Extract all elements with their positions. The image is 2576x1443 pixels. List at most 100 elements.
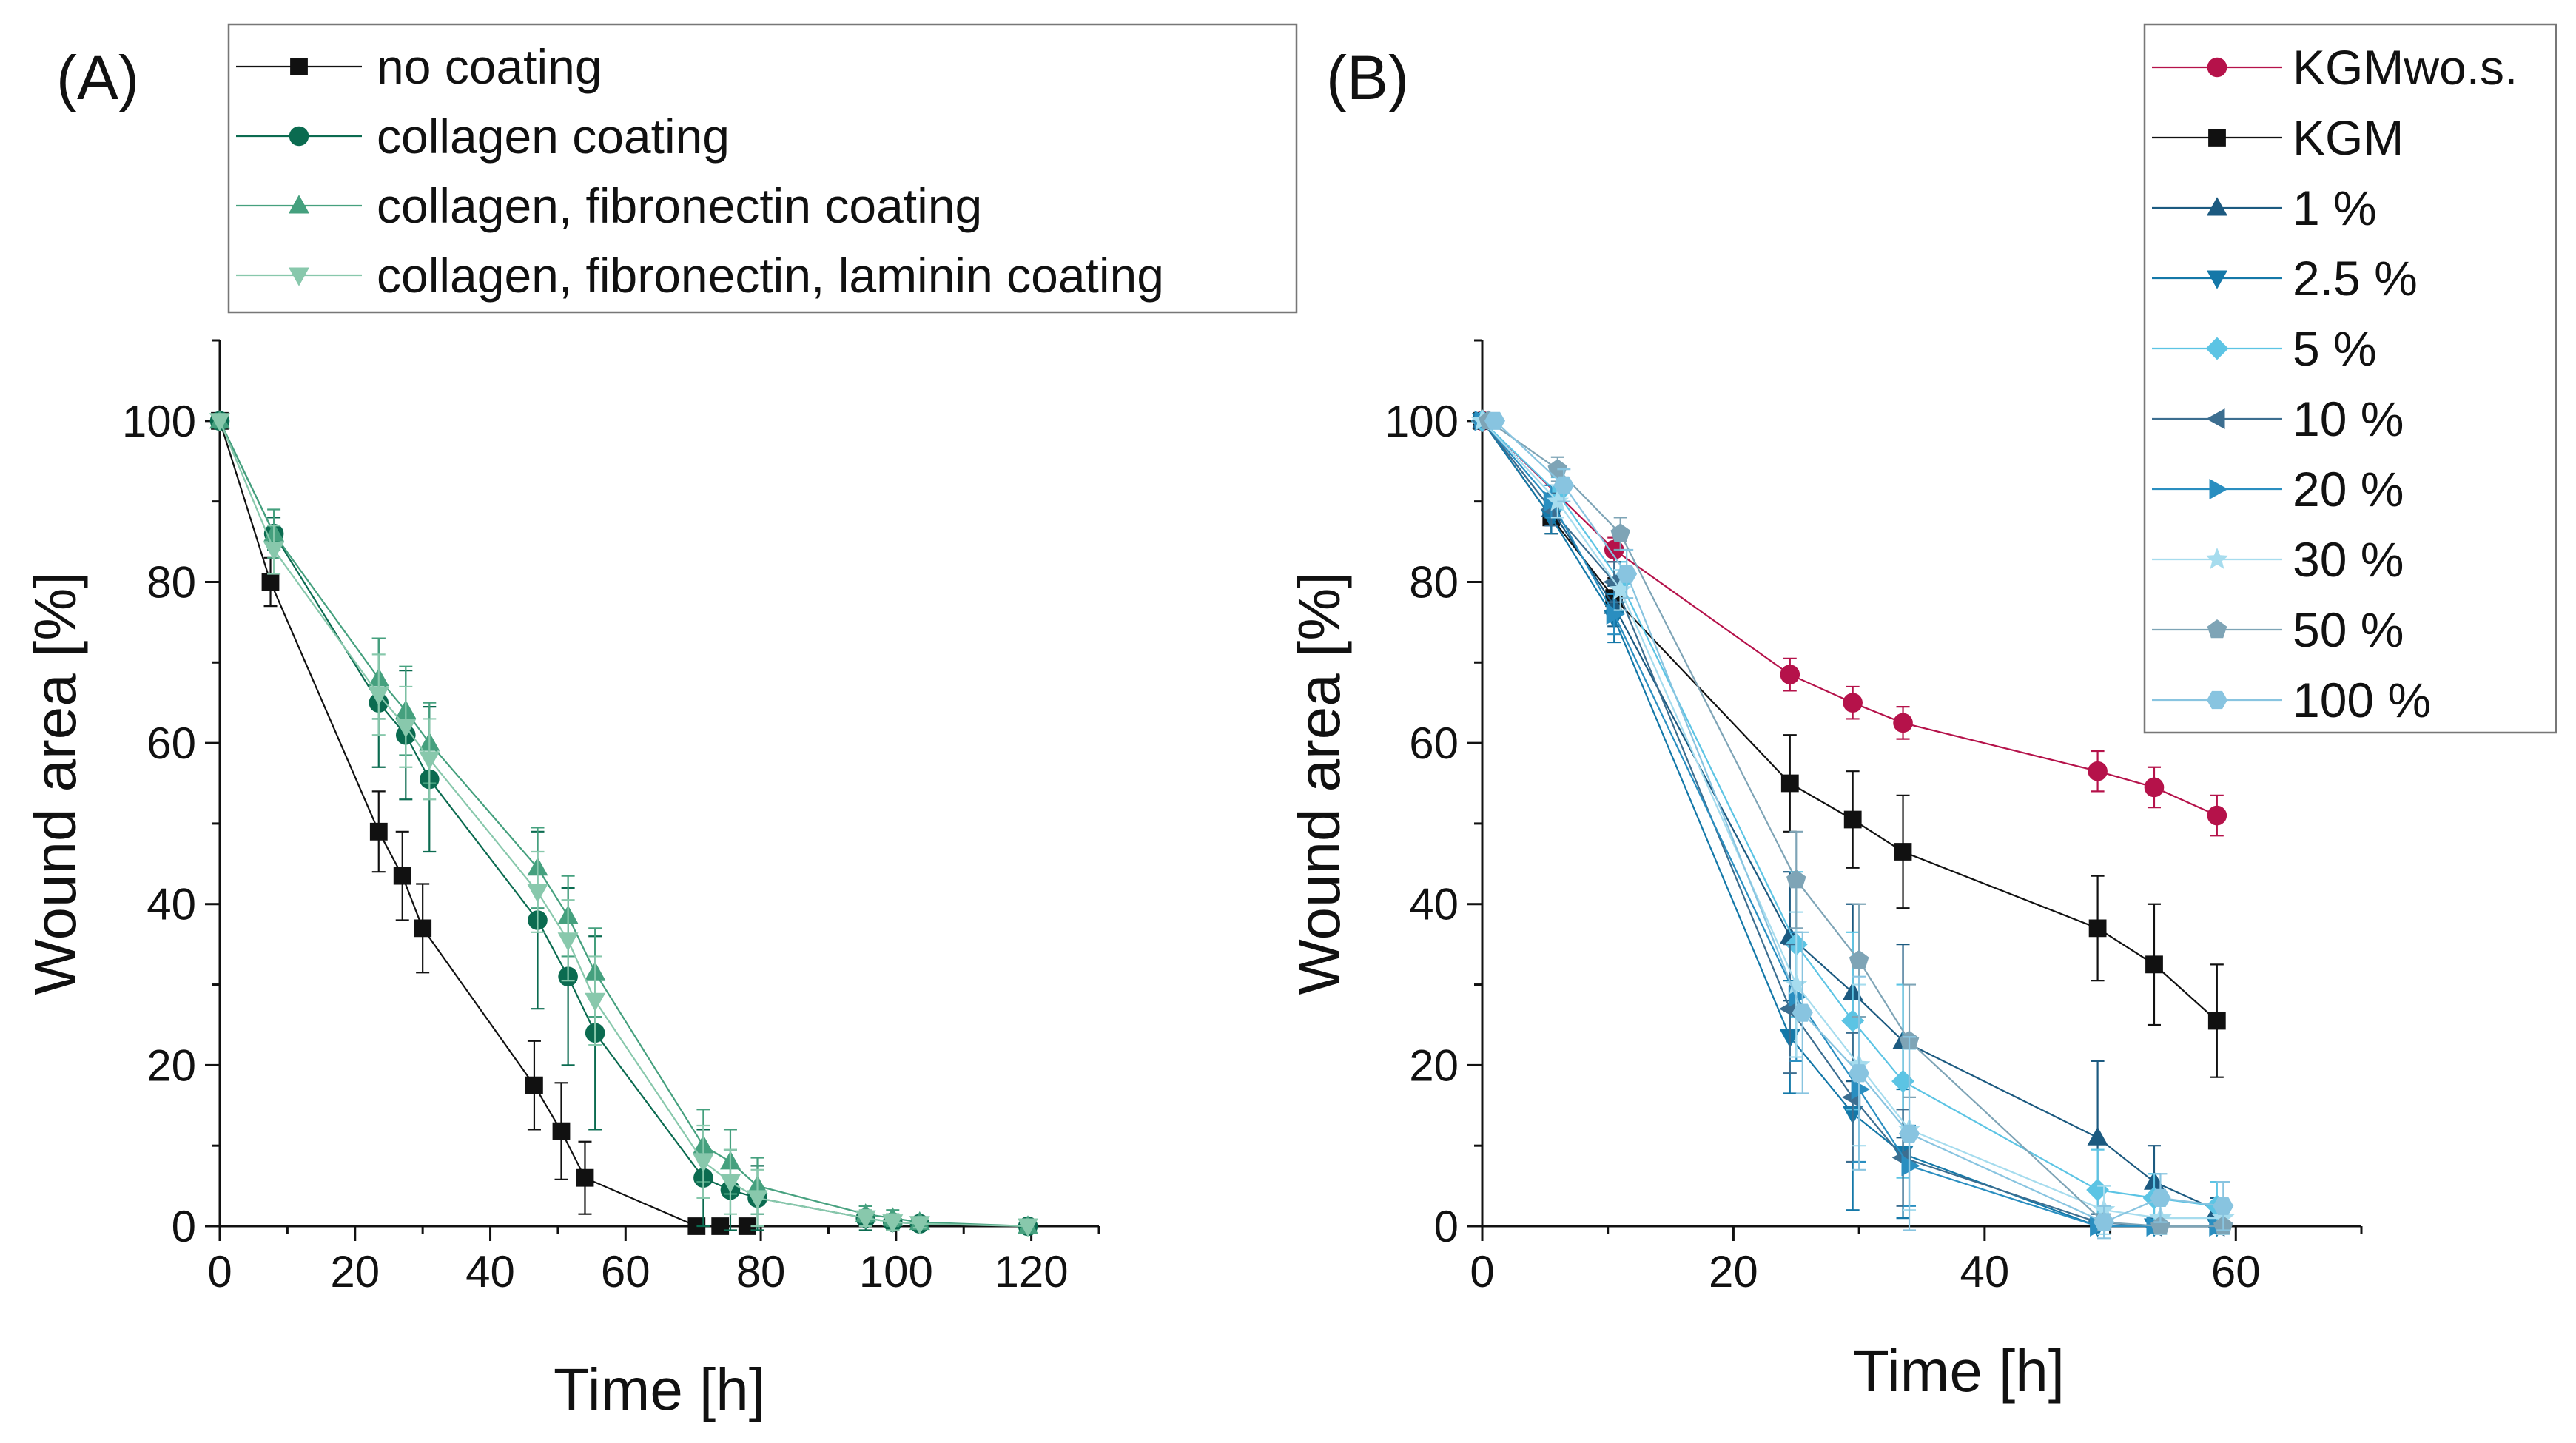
data-point [261,573,280,591]
panel-b-y-tick-label: 20 [1409,1040,1459,1090]
data-point [1843,693,1863,713]
legend-label: 2.5 % [2293,251,2418,306]
legend-marker [2205,547,2229,569]
data-point [2213,1197,2234,1215]
data-point [209,413,230,432]
legend-marker [2207,270,2227,289]
data-point [1851,1079,1870,1100]
panel-b-y-tick-label: 0 [1434,1202,1459,1251]
data-point [693,1154,714,1173]
legend-label: no coating [377,39,602,94]
panel-b-x-axis-title: Time [h] [1853,1338,2065,1404]
panel-b-legend-item: 100 % [2152,673,2431,727]
data-point [747,1190,768,1209]
legend-marker [2208,129,2226,147]
series-line [1482,420,2218,1022]
legend-label: KGM [2293,110,2404,165]
series-line [219,420,1029,1228]
data-point [395,719,417,738]
data-point [369,822,388,841]
panel-b-legend-item: 2.5 % [2152,251,2418,306]
data-point [557,932,579,952]
data-point [2088,919,2107,938]
panel-b-y-tick-label: 80 [1409,557,1459,607]
data-point [2150,1188,2171,1207]
legend-label: 1 % [2293,181,2377,235]
data-point [1849,949,1869,969]
data-point [1484,411,1505,430]
data-point [2086,1178,2109,1202]
data-point [1841,1009,1865,1032]
data-point [1553,476,1575,494]
legend-marker [290,58,308,75]
series-line [1482,420,2218,817]
legend-marker [2209,479,2228,500]
data-point [527,884,548,904]
panel-a-series-0 [211,411,756,1235]
data-point [1546,489,1570,511]
data-point [368,687,389,706]
panel-b-chart: 0 20 40 60 0 20 40 60 80 100 Time [h] Wound area [%… [1286,23,2557,1404]
panel-b-legend-item: KGMwo.s. [2152,40,2518,95]
panel-b-series-1 [1473,411,2226,1078]
legend-marker [289,126,309,147]
data-point [1786,870,1806,889]
legend-marker [289,195,309,214]
data-point [1606,604,1625,625]
panel-a-x-tick-label: 100 [859,1247,933,1296]
panel-b-legend-item: 1 % [2152,181,2377,235]
data-point [2150,1216,2170,1235]
data-point [2144,777,2165,798]
panel-b-x-tick-label: 20 [1709,1247,1758,1296]
data-point [1792,1003,1813,1022]
legend-marker [2207,197,2227,216]
panel-a-chart: 0 20 40 60 80 100 120 0 20 40 60 80 100 Time [h] Wound… [22,23,1298,1422]
panel-a-x-axis-title: Time [h] [554,1356,765,1422]
data-point [1899,1124,1920,1143]
panel-a-y-tick-label: 80 [147,557,196,607]
data-point [1610,523,1630,542]
series-line [219,420,1029,1228]
data-point [1616,565,1638,583]
data-point [552,1122,571,1140]
panel-a-panel-label: (A) [56,43,139,112]
legend-label: 20 % [2293,462,2404,517]
legend-label: 30 % [2293,532,2404,587]
panel-b-y-tick-label: 60 [1409,719,1459,768]
panel-b-legend-item: 5 % [2152,321,2377,376]
panel-b-x-tick-label: 60 [2211,1247,2261,1296]
panel-b-legend-item: 30 % [2152,532,2404,587]
data-point [1894,843,1912,861]
data-point [1609,578,1632,600]
panel-b-panel-label: (B) [1326,43,1409,112]
panel-b-y-tick-label: 100 [1385,397,1459,446]
data-point [1780,665,1800,684]
legend-marker [2207,690,2227,710]
data-point [263,542,285,561]
data-point [1891,1069,1914,1093]
data-point [1018,1218,1038,1237]
data-point [711,1217,730,1235]
panel-b-y-axis-title: Wound area [%] [1286,571,1352,995]
series-line [218,420,1029,1228]
data-point [1780,774,1799,793]
legend-marker [2207,57,2227,78]
legend-label: 100 % [2293,673,2431,727]
panel-a-y-tick-label: 0 [172,1202,196,1251]
data-point [882,1214,904,1234]
panel-a-y-tick-label: 100 [122,397,196,446]
data-point [525,1076,543,1094]
panel-a-x-tick-label: 20 [330,1247,380,1296]
panel-b-legend-item: KGM [2152,110,2404,165]
panel-b-series-0 [1472,411,2227,837]
data-point [909,1216,930,1235]
panel-a-series-3 [209,413,1038,1237]
legend-marker [2207,619,2227,639]
data-point [2087,1126,2108,1146]
data-point [687,1217,706,1235]
data-point [2207,1012,2226,1030]
legend-label: collagen coating [377,109,730,164]
data-point [1901,1155,1920,1177]
data-point [2088,761,2108,781]
legend-label: 5 % [2293,321,2377,376]
